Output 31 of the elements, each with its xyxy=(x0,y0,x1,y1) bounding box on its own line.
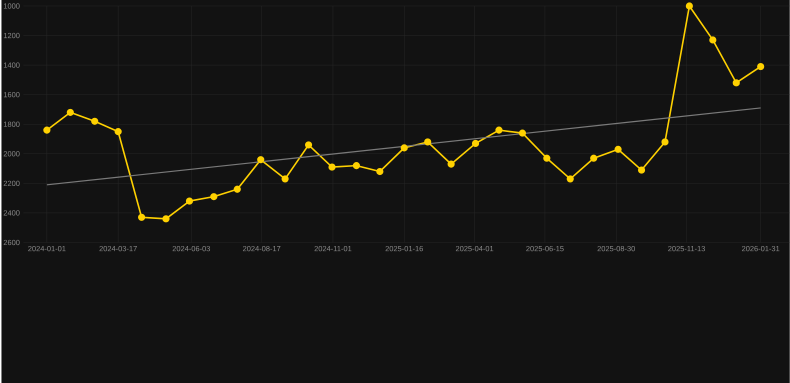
point xyxy=(448,160,455,168)
point xyxy=(732,79,740,86)
point xyxy=(495,126,503,134)
point xyxy=(352,162,360,170)
point xyxy=(114,128,122,136)
point xyxy=(424,138,432,146)
point xyxy=(210,192,218,200)
point xyxy=(257,156,264,164)
point xyxy=(638,166,646,174)
point xyxy=(590,154,598,162)
point xyxy=(400,144,408,152)
point xyxy=(66,108,74,116)
point xyxy=(162,215,170,222)
point xyxy=(566,175,574,182)
point xyxy=(91,118,98,125)
point xyxy=(282,175,289,182)
point xyxy=(614,146,622,153)
point xyxy=(138,214,146,221)
point xyxy=(304,141,312,148)
point xyxy=(376,168,384,176)
point xyxy=(757,62,764,70)
point xyxy=(686,2,693,10)
point xyxy=(328,163,336,171)
point xyxy=(543,154,550,162)
point xyxy=(43,126,50,134)
point xyxy=(472,140,480,147)
point xyxy=(234,186,241,193)
point xyxy=(186,197,194,205)
point xyxy=(518,129,526,137)
point xyxy=(661,138,669,146)
point xyxy=(709,36,716,44)
